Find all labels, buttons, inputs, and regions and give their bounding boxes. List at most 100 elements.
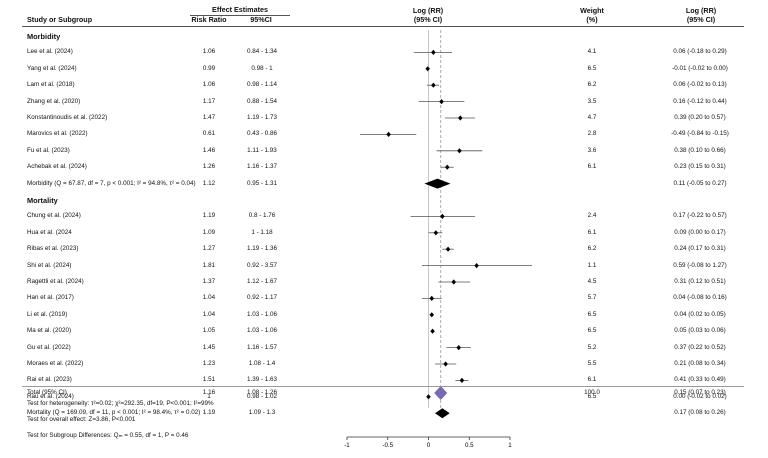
logrr-ci: -0.01 (-0.02 to 0.00) (672, 64, 728, 72)
study-weight: 2.8 (587, 130, 597, 138)
subgroup-summary-diamond (435, 408, 450, 419)
overall-effect-test: Test for overall effect: Z=3.86, P<0.001 (27, 416, 136, 423)
risk-ratio-ci: 0.84 - 1.34 (246, 48, 278, 56)
risk-ratio-ci: 0.8 - 1.76 (248, 212, 276, 220)
x-tick-label: 1 (508, 442, 512, 449)
subgroup-summary-rr: 1.19 (202, 409, 216, 417)
risk-ratio: 1.04 (202, 310, 216, 318)
subgroup-summary-logrr: 0.11 (-0.05 to 0.27) (673, 179, 727, 187)
study-name: Chung et al. (2024) (27, 212, 81, 220)
study-marker (431, 49, 436, 55)
risk-ratio: 1.46 (202, 146, 216, 154)
x-tick-label: 0.5 (465, 442, 474, 449)
logrr-ci: 0.00 (-0.02 to 0.02) (673, 392, 727, 400)
total-rule (22, 386, 744, 387)
total-label: Total (95% CI) (27, 389, 67, 396)
study-marker (443, 361, 448, 367)
header-risk-ratio: Risk Ratio (191, 15, 227, 24)
header-rule (22, 26, 744, 27)
risk-ratio-ci: 0.43 - 0.86 (246, 130, 278, 138)
header-weight-unit: (%) (586, 15, 598, 24)
study-weight: 5.2 (587, 343, 597, 351)
x-tick-label: -1 (344, 442, 350, 449)
study-weight: 5.5 (587, 360, 597, 367)
risk-ratio: 1.47 (202, 114, 216, 121)
logrr-ci: 0.24 (0.17 to 0.31) (674, 245, 726, 253)
header-plot-title: Log (RR) (412, 6, 444, 15)
study-name: Shi et al. (2024) (27, 261, 72, 269)
study-marker (431, 82, 436, 88)
risk-ratio-ci: 1.11 - 1.93 (247, 146, 277, 154)
subgroup-summary-ci: 1.09 - 1.3 (248, 409, 276, 417)
study-name: Lee et al. (2024) (27, 48, 73, 56)
logrr-ci: 0.21 (0.08 to 0.34) (674, 360, 726, 367)
study-weight: 6.1 (587, 228, 597, 236)
study-name: Lam et al. (2018) (27, 81, 75, 89)
risk-ratio-ci: 0.92 - 3.57 (246, 261, 278, 269)
header-weight: Weight (580, 6, 604, 15)
study-weight: 4.1 (587, 48, 597, 56)
risk-ratio-ci: 1.03 - 1.06 (246, 310, 278, 318)
risk-ratio: 1.81 (202, 261, 216, 269)
x-tick-label: 0 (427, 442, 431, 449)
study-weight: 6.1 (587, 376, 597, 384)
study-name: Rai et al. (2023) (27, 376, 72, 384)
risk-ratio-ci: 0.92 - 1.17 (246, 294, 278, 302)
risk-ratio-ci: 1.03 - 1.06 (246, 327, 278, 335)
logrr-ci: 0.39 (0.20 to 0.57) (674, 114, 726, 121)
risk-ratio: 1.05 (202, 327, 216, 335)
subgroup-summary-logrr: 0.17 (0.08 to 0.26) (674, 409, 726, 417)
study-name: Ribas et al. (2023) (27, 245, 79, 253)
study-name: Konstantinoudis et al. (2022) (27, 114, 108, 121)
risk-ratio-ci: 0.98 - 1 (251, 64, 273, 72)
logrr-ci: 0.37 (0.22 to 0.52) (674, 343, 726, 351)
study-marker (445, 246, 451, 252)
study-name: Ragettli et al. (2024) (27, 278, 84, 285)
study-marker (430, 328, 435, 334)
logrr-ci: 0.16 (-0.12 to 0.44) (673, 97, 727, 105)
risk-ratio-ci: 0.98 - 1.14 (246, 81, 278, 89)
header-logrr-col: Log (RR) (685, 6, 717, 15)
study-name: Li et al. (2019) (27, 310, 68, 318)
study-weight: 6.5 (587, 327, 597, 335)
subgroup-difference-test: Test for Subgroup Differences: Qₘ = 0.55… (27, 432, 189, 439)
risk-ratio-ci: 1.39 - 1.63 (246, 376, 278, 384)
risk-ratio-ci: 1.08 - 1.4 (248, 360, 276, 367)
study-weight: 6.1 (587, 163, 597, 171)
logrr-ci: 0.31 (0.12 to 0.51) (674, 278, 726, 285)
study-marker (429, 295, 435, 301)
study-name: Zhang et al. (2020) (27, 97, 81, 105)
risk-ratio: 0.61 (202, 130, 216, 138)
risk-ratio: 1.06 (202, 48, 216, 56)
header-effect-estimates: Effect Estimates (212, 5, 268, 14)
subgroup-summary-label: Mortality (Q = 169.09, df = 11, p < 0.00… (27, 409, 201, 417)
risk-ratio: 1 (207, 392, 211, 400)
risk-ratio-ci: 1 - 1.18 (251, 228, 273, 236)
logrr-ci: 0.06 (-0.02 to 0.13) (673, 81, 727, 89)
total-weight: 100.0 (584, 389, 600, 396)
logrr-ci: 0.04 (-0.08 to 0.16) (673, 294, 727, 302)
risk-ratio-ci: 1.16 - 1.57 (246, 343, 278, 351)
study-weight: 6.2 (587, 245, 597, 253)
risk-ratio-ci: 0.98 - 1.02 (246, 392, 278, 400)
study-marker (439, 99, 444, 105)
heterogeneity-test: Test for heterogeneity: τ²=0.02; χ²=292.… (27, 400, 214, 407)
risk-ratio-ci: 1.19 - 1.73 (246, 114, 278, 121)
logrr-ci: 0.41 (0.33 to 0.49) (674, 376, 726, 384)
risk-ratio: 0.99 (202, 64, 216, 72)
logrr-ci: -0.49 (-0.84 to -0.15) (671, 130, 729, 138)
study-weight: 6.5 (587, 310, 597, 318)
risk-ratio: 1.45 (202, 343, 216, 351)
study-name: Marovics et al. (2022) (27, 130, 88, 138)
subgroup-summary-rr: 1.12 (202, 179, 216, 187)
study-name: Achebak et al. (2024) (27, 163, 87, 171)
study-name: Yang et al. (2024) (27, 64, 77, 72)
study-name: Rau et al. (2024) (27, 392, 74, 400)
x-tick-label: -0.5 (382, 442, 393, 449)
study-marker (457, 148, 462, 154)
risk-ratio-ci: 1.12 - 1.67 (246, 278, 278, 285)
study-weight: 6.5 (587, 64, 597, 72)
subgroup-summary-diamond (424, 178, 451, 189)
total-diamond (434, 386, 448, 400)
